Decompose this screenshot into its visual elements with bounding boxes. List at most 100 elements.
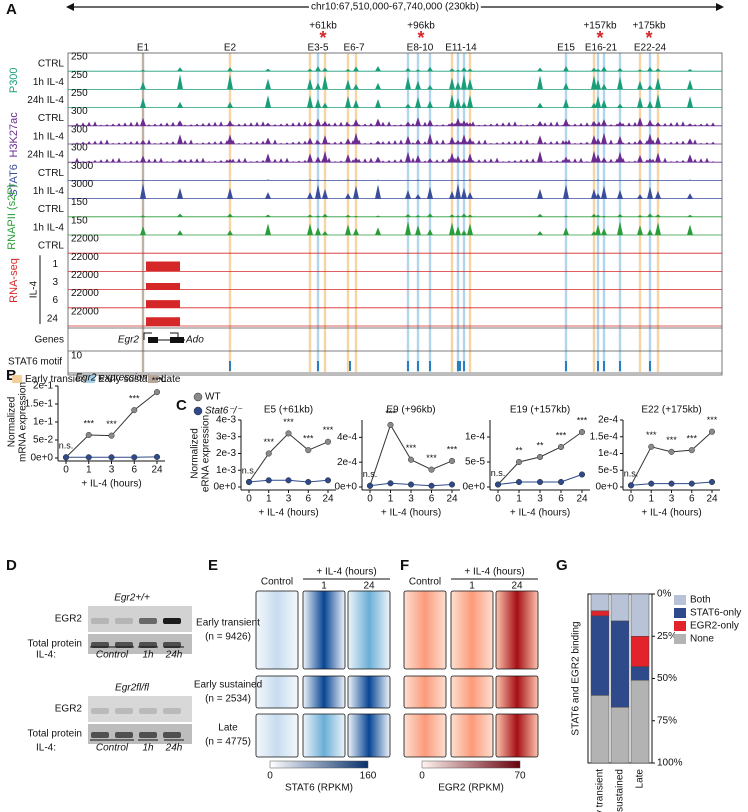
- legend-swatch: [12, 375, 22, 383]
- data-point: [557, 478, 565, 486]
- data-point: [708, 428, 716, 435]
- track-signal: [146, 283, 180, 290]
- distance-label: +61kb: [309, 21, 337, 32]
- motif-hit: [417, 361, 419, 371]
- heatmap-block: [450, 713, 494, 758]
- data-point: [448, 481, 456, 488]
- y-tick-label: 2e-4: [598, 415, 618, 426]
- x-tick-label: 0: [367, 494, 373, 505]
- tss-arrow: [143, 332, 152, 340]
- panel-frame: [67, 52, 723, 376]
- x-tick-label: 6: [305, 494, 311, 505]
- track-signal: [140, 183, 693, 199]
- motif-label: STAT6 motif: [8, 357, 62, 368]
- legend-label: Early sustained: [98, 374, 166, 385]
- data-point: [515, 458, 523, 466]
- data-point: [285, 430, 292, 437]
- motif-hit: [349, 361, 351, 371]
- enhancer-label: E11-14: [445, 43, 477, 54]
- significance: ***: [283, 417, 294, 427]
- significance: ***: [385, 408, 396, 418]
- enhancer-line: [450, 53, 454, 372]
- legend-marker: [193, 406, 203, 416]
- track-label: 6: [52, 295, 58, 306]
- band: [115, 732, 133, 738]
- track-signal: [140, 179, 693, 181]
- arrow-head: [716, 3, 724, 11]
- y-tick-label: 75%: [657, 715, 677, 726]
- column-label: Control: [261, 577, 293, 588]
- heatmap-block: [403, 675, 447, 709]
- significance: ***: [707, 415, 718, 425]
- enhancer-label: E1: [137, 43, 150, 54]
- motif-hit: [407, 361, 409, 371]
- data-point: [627, 482, 635, 489]
- x-tick-label: 6: [131, 465, 137, 476]
- series-line: [248, 432, 329, 483]
- data-point: [108, 454, 115, 461]
- column-label: 1: [469, 581, 475, 592]
- colorbar-label: EGR2 (RPKM): [438, 783, 504, 794]
- exon: [170, 337, 184, 343]
- enhancer-line: [596, 53, 600, 372]
- enhancer-line: [648, 53, 652, 372]
- data-point: [494, 481, 502, 488]
- track-signal: [140, 221, 693, 235]
- star: *: [596, 28, 603, 48]
- data-point: [265, 450, 272, 457]
- data-point: [131, 454, 138, 461]
- track-signal: [75, 117, 715, 126]
- data-point: [387, 480, 394, 487]
- enhancer-label: E2: [224, 43, 237, 54]
- group-label: STAT6: [8, 164, 20, 197]
- enhancer-line: [656, 53, 660, 372]
- heatmap-block: [347, 675, 391, 709]
- y-tick-label: 0e+0: [213, 482, 236, 493]
- colorbar-min: 0: [267, 771, 273, 782]
- bar-segment: [590, 593, 610, 612]
- enhancer-line: [618, 53, 622, 372]
- panel-letter: D: [6, 557, 17, 574]
- significance: ***: [323, 425, 334, 435]
- track-scale: 22000: [71, 234, 99, 245]
- heatmap-block: [450, 590, 494, 670]
- motif-hit: [565, 361, 567, 371]
- y-tick-label: 1.5e-4: [590, 431, 619, 442]
- track-label: 24: [47, 313, 59, 324]
- y-tick-label: 5e-5: [598, 465, 618, 476]
- blot-bg: [88, 696, 192, 722]
- enhancer-label: E22-24: [634, 43, 667, 54]
- chart-title: E19 (+157kb): [510, 405, 570, 416]
- x-tick-label: 24: [576, 494, 588, 505]
- track-label: 1h IL-4: [33, 186, 65, 197]
- chart-title: E9 (+96kb): [386, 405, 435, 416]
- track-signal: [75, 151, 715, 163]
- enhancer-line: [462, 53, 466, 372]
- motif-hit: [317, 361, 319, 371]
- x-tick-label: 1: [648, 494, 654, 505]
- data-point: [668, 480, 675, 487]
- significance: ***: [556, 430, 567, 440]
- band: [139, 618, 157, 624]
- significance: ***: [447, 444, 458, 454]
- track-signal: [75, 132, 715, 144]
- group-count: (n = 4775): [205, 737, 251, 748]
- colorbar-min: 0: [419, 771, 425, 782]
- group-label: Early transient: [196, 618, 260, 629]
- enhancer-label: E8-10: [407, 43, 434, 54]
- significance: ***: [129, 393, 140, 403]
- exon: [148, 337, 158, 343]
- enhancer-label: E3-5: [307, 43, 329, 54]
- legend-swatch: [674, 595, 686, 605]
- colorbar-label: STAT6 (RPKM): [285, 783, 353, 794]
- track-scale: 300: [71, 106, 88, 117]
- data-point: [62, 454, 70, 461]
- y-axis-label: STAT6 and EGR2 binding: [571, 621, 582, 735]
- gene-name: Ado: [185, 335, 204, 346]
- legend-swatch: [85, 375, 95, 383]
- data-point: [515, 478, 523, 486]
- data-point: [668, 448, 675, 455]
- panel-letter: A: [6, 1, 17, 18]
- x-tick-label: 3: [286, 494, 292, 505]
- y-tick-label: 5e-5: [465, 457, 485, 468]
